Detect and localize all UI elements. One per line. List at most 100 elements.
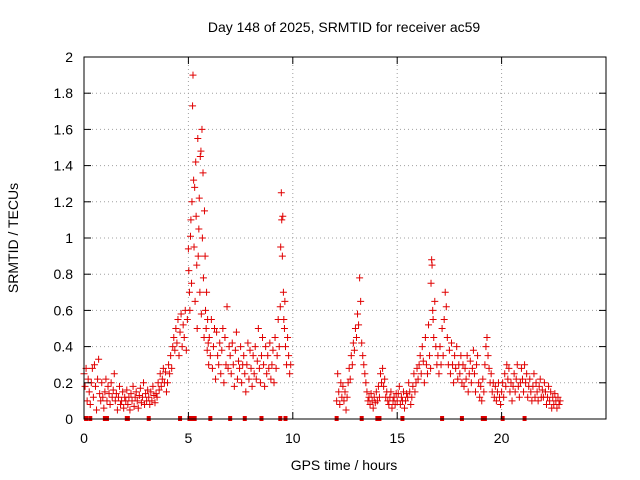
data-point bbox=[252, 375, 260, 383]
data-point bbox=[535, 382, 543, 390]
data-point bbox=[419, 357, 427, 365]
data-point bbox=[256, 379, 264, 387]
data-point bbox=[409, 382, 417, 390]
data-point bbox=[113, 406, 121, 414]
data-point bbox=[472, 388, 479, 396]
data-point bbox=[185, 267, 193, 275]
data-point bbox=[259, 334, 267, 342]
data-point bbox=[103, 397, 111, 405]
data-point bbox=[183, 315, 191, 323]
data-point bbox=[375, 393, 383, 401]
data-point bbox=[481, 361, 489, 369]
data-point bbox=[417, 370, 425, 378]
data-point bbox=[373, 397, 381, 405]
data-point bbox=[514, 382, 522, 390]
data-point bbox=[269, 346, 277, 354]
data-point bbox=[96, 390, 104, 398]
data-point bbox=[540, 379, 548, 387]
data-point bbox=[123, 386, 131, 394]
data-point bbox=[192, 212, 200, 220]
data-point bbox=[531, 393, 539, 401]
data-point bbox=[415, 361, 423, 369]
data-point bbox=[124, 401, 132, 409]
data-point bbox=[501, 370, 509, 378]
data-point bbox=[279, 212, 287, 220]
data-point bbox=[173, 339, 181, 347]
data-point bbox=[129, 382, 137, 390]
chart-title: Day 148 of 2025, SRMTID for receiver ac5… bbox=[208, 19, 481, 35]
data-point bbox=[176, 328, 184, 336]
data-point bbox=[414, 375, 422, 383]
data-point bbox=[231, 346, 239, 354]
data-point bbox=[223, 303, 231, 311]
data-point bbox=[175, 352, 183, 360]
data-point bbox=[497, 401, 505, 409]
data-point bbox=[529, 382, 537, 390]
data-point bbox=[511, 388, 519, 396]
data-point bbox=[120, 404, 128, 412]
data-point bbox=[500, 393, 508, 401]
data-point bbox=[203, 288, 211, 296]
data-point bbox=[360, 361, 368, 369]
data-point bbox=[454, 375, 462, 383]
data-point bbox=[244, 339, 252, 347]
data-point bbox=[94, 375, 102, 383]
data-point bbox=[347, 352, 355, 360]
data-point bbox=[346, 375, 354, 383]
data-point bbox=[229, 361, 237, 369]
data-point bbox=[394, 390, 402, 398]
data-point bbox=[287, 361, 295, 369]
data-point bbox=[554, 393, 562, 401]
data-point bbox=[491, 382, 499, 390]
data-point bbox=[526, 375, 534, 383]
x-axis-label: GPS time / hours bbox=[291, 457, 398, 473]
data-point bbox=[138, 393, 146, 401]
data-point bbox=[482, 343, 490, 351]
data-point bbox=[533, 388, 541, 396]
data-point bbox=[240, 352, 248, 360]
data-point bbox=[480, 388, 488, 396]
data-point bbox=[253, 357, 261, 365]
data-point bbox=[104, 382, 112, 390]
data-point bbox=[147, 388, 155, 396]
data-point bbox=[236, 364, 244, 372]
data-point bbox=[367, 390, 375, 398]
data-point bbox=[453, 343, 461, 351]
data-point bbox=[91, 382, 99, 390]
data-point bbox=[85, 388, 93, 396]
data-point bbox=[553, 404, 561, 412]
data-point bbox=[149, 382, 157, 390]
data-point bbox=[376, 370, 384, 378]
data-point bbox=[235, 357, 243, 365]
data-point bbox=[523, 370, 531, 378]
data-point bbox=[188, 279, 196, 287]
data-point bbox=[206, 352, 214, 360]
data-point bbox=[431, 297, 439, 305]
data-point bbox=[119, 388, 127, 396]
data-point bbox=[396, 401, 404, 409]
data-point bbox=[218, 346, 226, 354]
data-point bbox=[194, 252, 202, 260]
data-point bbox=[351, 325, 359, 332]
data-point bbox=[213, 328, 221, 336]
data-point bbox=[410, 370, 418, 378]
data-point bbox=[272, 364, 280, 372]
data-point bbox=[426, 352, 434, 360]
data-point bbox=[502, 382, 510, 390]
data-point bbox=[372, 388, 380, 396]
data-point bbox=[542, 401, 550, 409]
data-point bbox=[405, 379, 413, 387]
data-point bbox=[538, 386, 546, 394]
data-point bbox=[492, 397, 500, 405]
data-point bbox=[412, 379, 420, 387]
data-point bbox=[485, 364, 493, 372]
data-point bbox=[191, 297, 199, 305]
data-point bbox=[395, 382, 403, 390]
data-point bbox=[336, 401, 344, 409]
data-point bbox=[197, 310, 205, 318]
data-point bbox=[261, 382, 269, 390]
data-point bbox=[416, 352, 424, 360]
data-point bbox=[477, 382, 485, 390]
data-point bbox=[333, 397, 341, 405]
data-point bbox=[249, 352, 257, 360]
